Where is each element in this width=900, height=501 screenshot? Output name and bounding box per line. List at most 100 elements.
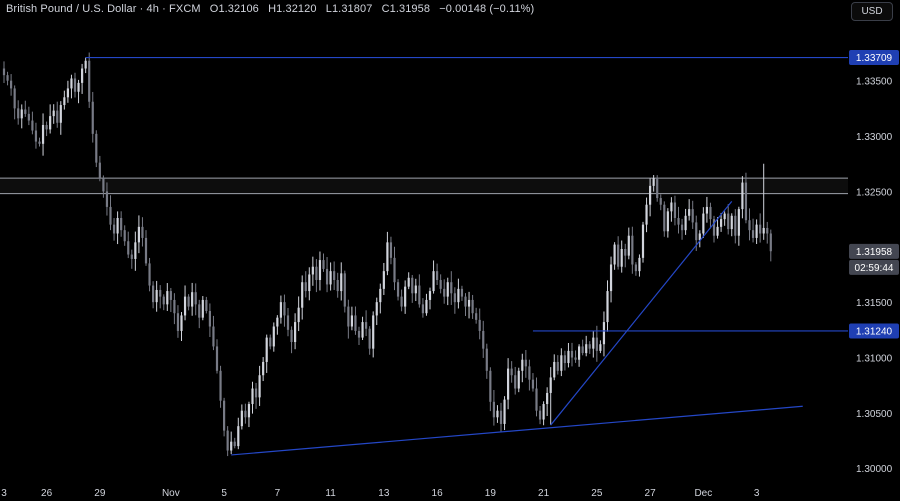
candle-body (63, 97, 66, 106)
candle-body (81, 68, 84, 83)
candle-body (176, 313, 180, 331)
open-label: O (209, 3, 219, 15)
trend-line[interactable] (231, 405, 803, 456)
y-tick-label: 1.32500 (856, 187, 893, 198)
x-tick-label: 29 (94, 488, 106, 499)
candle-body (475, 313, 478, 320)
candle-body (450, 282, 453, 294)
candle-body (297, 307, 300, 323)
candle-body (141, 226, 144, 238)
y-tick-label: 1.30000 (856, 464, 893, 475)
candle-body (24, 109, 27, 114)
candle-body (556, 361, 559, 371)
candle-body (205, 299, 208, 312)
candle-body (45, 124, 48, 130)
candle-body (741, 182, 744, 210)
candle-body (112, 224, 116, 234)
candle-body (393, 257, 396, 283)
candle-body (148, 263, 151, 286)
candle-body (617, 244, 620, 267)
candle-body (428, 291, 432, 300)
candle-body (105, 191, 109, 207)
candle-body (549, 377, 552, 393)
candle-body (432, 271, 435, 292)
resistance-zone (0, 178, 848, 194)
candle-body (382, 271, 385, 289)
high-value: 1.32120 (276, 3, 317, 15)
candle-body (155, 289, 158, 303)
candle-body (688, 209, 691, 216)
candle-body (237, 426, 240, 447)
candle-body (372, 315, 375, 349)
candle-body (680, 224, 684, 231)
candle-body (609, 264, 613, 292)
candle-body (183, 296, 187, 316)
candle-body (730, 215, 733, 230)
symbol-legend: British Pound / U.S. Dollar · 4h · FXCM … (6, 3, 534, 15)
candle-body (379, 288, 382, 303)
candle-body (365, 322, 368, 329)
candle-body (88, 60, 91, 102)
currency-button[interactable]: USD (851, 2, 893, 21)
candle-body (318, 260, 322, 281)
candle-body (404, 286, 407, 307)
x-tick-label: 26 (41, 488, 53, 499)
last-price-label (849, 243, 899, 259)
candle-body (744, 182, 748, 221)
candle-body (546, 392, 549, 405)
candle-body (137, 226, 140, 243)
candle-body (702, 213, 705, 234)
candle-body (116, 217, 119, 234)
candle-body (169, 291, 172, 300)
candle-body (638, 257, 641, 272)
candle-body (503, 399, 506, 424)
candle-body (265, 337, 268, 362)
x-tick-label: 11 (325, 488, 336, 499)
candle-body (592, 337, 595, 349)
x-tick-label: 5 (221, 488, 227, 499)
candle-body (712, 219, 716, 236)
candle-body (173, 299, 176, 314)
candle-body (283, 302, 286, 316)
candle-body (762, 227, 765, 234)
candle-body (521, 359, 524, 371)
candle-body (414, 285, 417, 294)
candle-body (439, 280, 442, 289)
candle-body (70, 78, 73, 89)
trend-line[interactable] (550, 201, 733, 426)
close-value: 1.31958 (389, 3, 431, 15)
candle-body (766, 227, 769, 234)
candle-body (258, 375, 261, 398)
candle-body (187, 296, 190, 307)
candle-body (272, 326, 275, 347)
candle-body (631, 235, 634, 265)
candle-body (645, 204, 648, 225)
candle-body (620, 249, 623, 267)
candle-body (560, 355, 563, 371)
symbol-title[interactable]: British Pound / U.S. Dollar · 4h · FXCM (6, 3, 201, 15)
candle-body (720, 219, 723, 227)
candle-body (400, 296, 403, 307)
candle-body (624, 249, 627, 256)
candle-body (333, 271, 336, 281)
candle-body (56, 110, 59, 123)
candle-body (478, 319, 481, 331)
candle-body (709, 206, 712, 220)
candle-body (329, 271, 332, 285)
candle-body (467, 299, 471, 307)
candle-body (421, 304, 424, 314)
candle-body (436, 271, 439, 281)
candle-body (411, 277, 414, 294)
x-tick-label: 19 (485, 488, 497, 499)
candle-body (340, 273, 343, 292)
candle-body (95, 133, 98, 163)
candle-body (446, 282, 449, 297)
candle-body (496, 410, 499, 418)
y-tick-label: 1.33000 (856, 132, 893, 143)
candle-body (20, 109, 23, 119)
candle-body (673, 202, 677, 218)
candle-body (109, 206, 112, 225)
candle-body (27, 113, 30, 121)
candle-body (684, 215, 687, 231)
